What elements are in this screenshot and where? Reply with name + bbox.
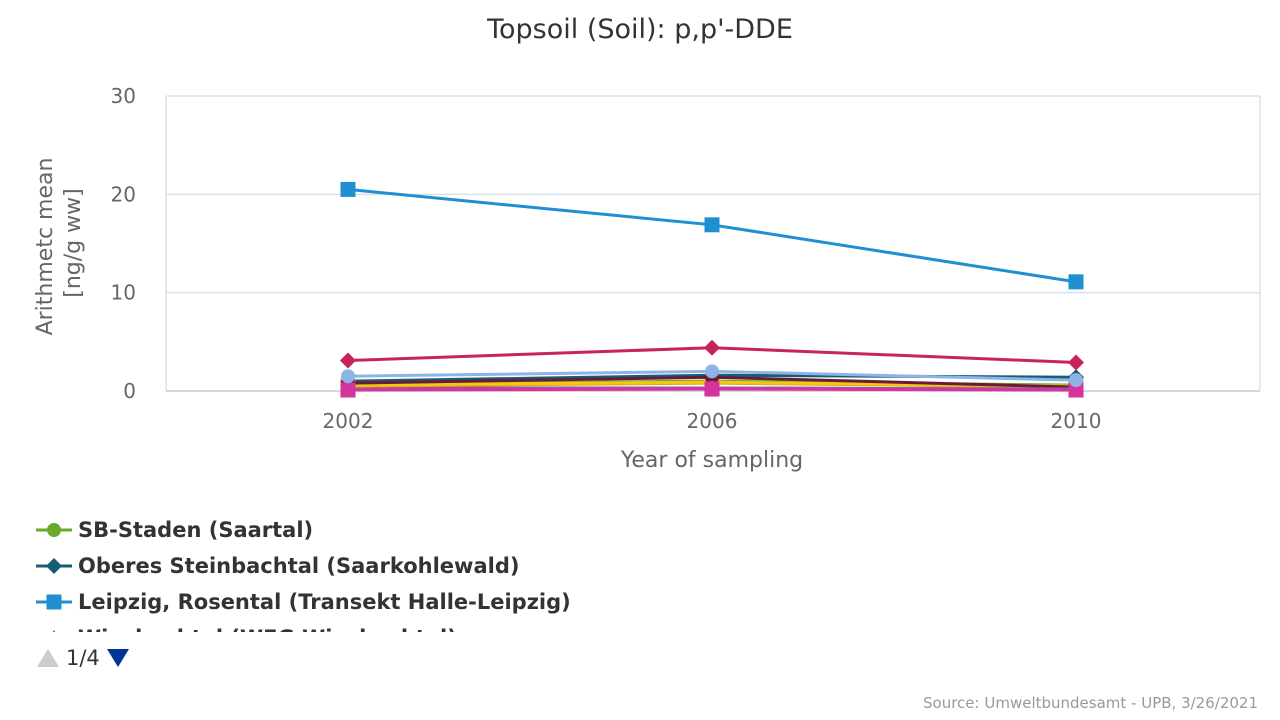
chart-title: Topsoil (Soil): p,p'-DDE	[487, 14, 793, 45]
point-diamond[interactable]	[1068, 354, 1084, 371]
legend-item[interactable]: Wiesbachtal (WFG Wiesbachtal)	[36, 620, 936, 632]
series-10	[341, 364, 1083, 388]
series-layer	[340, 181, 1084, 398]
point-square	[46, 594, 62, 610]
legend-item-label: Oberes Steinbachtal (Saarkohlewald)	[78, 554, 520, 578]
x-tick-label: 2006	[687, 409, 738, 433]
legend-item[interactable]: SB-Staden (Saartal)	[36, 512, 936, 548]
legend-diamond-icon	[36, 558, 72, 574]
point-circle[interactable]	[1069, 373, 1083, 388]
legend-navigation: 1/4	[36, 646, 130, 670]
series-4	[340, 339, 1084, 371]
legend: SB-Staden (Saartal) Oberes Steinbachtal (…	[36, 512, 936, 632]
legend-page-indicator: 1/4	[66, 646, 100, 670]
point-circle	[47, 523, 61, 537]
point-square[interactable]	[340, 382, 356, 398]
y-axis-title-line-2: [ng/g ww]	[61, 188, 86, 297]
point-circle[interactable]	[705, 364, 719, 379]
legend-circle-icon	[36, 523, 72, 537]
point-triangle	[52, 630, 56, 632]
legend-item-label: SB-Staden (Saartal)	[78, 518, 314, 542]
legend-item-label: Leipzig, Rosental (Transekt Halle-Leipzi…	[78, 590, 571, 614]
y-tick-label: 10	[111, 281, 136, 305]
legend-triangle-icon	[52, 630, 56, 632]
series-line[interactable]	[347, 187, 1077, 284]
tick-labels: 0 10 20 30 2002 2006 2010	[111, 84, 1102, 433]
triangle-up-icon[interactable]	[36, 646, 60, 670]
point-square[interactable]	[1068, 382, 1084, 398]
series-2	[340, 181, 1084, 290]
point-square[interactable]	[704, 381, 720, 397]
y-tick-label: 30	[111, 84, 136, 108]
point-diamond	[46, 558, 62, 574]
point-diamond[interactable]	[704, 339, 720, 356]
legend-square-icon	[36, 594, 72, 610]
y-axis-title: Arithmetc mean [ng/g ww]	[33, 151, 86, 336]
legend-item-label: Wiesbachtal (WFG Wiesbachtal)	[78, 626, 457, 632]
triangle-down-icon[interactable]	[106, 646, 130, 670]
x-axis-title: Year of sampling	[620, 448, 803, 473]
y-axis-title-line-1: Arithmetc mean	[33, 158, 58, 336]
chart-credits[interactable]: Source: Umweltbundesamt - UPB, 3/26/2021	[923, 694, 1258, 712]
y-tick-label: 0	[123, 379, 136, 403]
x-tick-label: 2002	[323, 409, 374, 433]
line-chart: 0 10 20 30 2002 2006 2010 Year of sampling Ari…	[33, 84, 1261, 473]
point-square[interactable]	[1068, 274, 1084, 290]
point-diamond[interactable]	[340, 352, 356, 369]
legend-item[interactable]: Leipzig, Rosental (Transekt Halle-Leipzi…	[36, 584, 936, 620]
point-square[interactable]	[340, 181, 356, 197]
series-9	[340, 381, 1084, 398]
x-tick-label: 2010	[1051, 409, 1102, 433]
legend-item[interactable]: Oberes Steinbachtal (Saarkohlewald)	[36, 548, 936, 584]
point-square[interactable]	[704, 217, 720, 233]
point-circle[interactable]	[341, 369, 355, 384]
y-tick-label: 20	[111, 182, 136, 206]
